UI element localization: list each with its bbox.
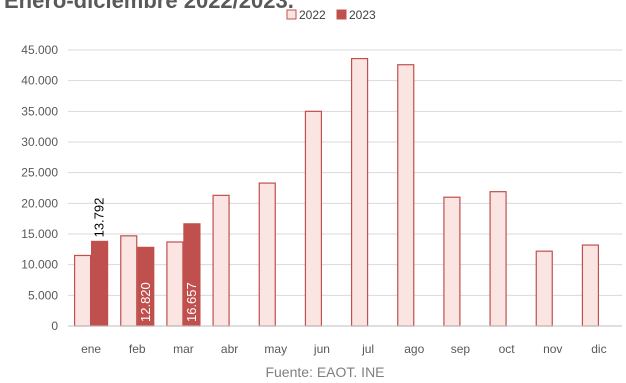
x-tick-label: oct	[499, 342, 516, 356]
y-tick-label: 10.000	[21, 258, 58, 272]
source-note: Fuente: EAOT. INE	[265, 364, 384, 380]
bar-2022-jun	[304, 110, 323, 327]
y-tick-label: 5.000	[28, 288, 58, 302]
x-tick-label: feb	[129, 342, 146, 356]
y-tick-label: 15.000	[21, 227, 58, 241]
bar-2022-ago	[397, 64, 415, 327]
data-label: 13.792	[92, 198, 107, 238]
y-tick-label: 40.000	[21, 74, 58, 88]
bar-2022-mar	[166, 241, 184, 327]
data-labels: 13.792 12.820 16.657	[92, 198, 199, 322]
x-tick-label: ene	[81, 342, 101, 356]
legend-swatch	[336, 9, 347, 20]
legend-swatch	[286, 9, 297, 20]
x-tick-label: dic	[591, 342, 606, 356]
y-tick-label: 35.000	[21, 104, 58, 118]
y-tick-label: 45.000	[21, 43, 58, 57]
legend: 2022 2023	[286, 8, 376, 22]
y-tick-label: 25.000	[21, 166, 58, 180]
bar-2022-ene	[73, 254, 92, 327]
x-tick-label: ago	[404, 342, 424, 356]
x-axis: ene feb mar abr may jun jul ago sep oct nov dic	[68, 325, 622, 356]
legend-label: 2022	[299, 8, 326, 22]
gridlines	[68, 49, 622, 296]
data-label: 12.820	[138, 282, 153, 322]
x-tick-label: jun	[313, 342, 330, 356]
y-axis: 0 5.000 10.000 15.000 20.000 25.000 30.000 35.0…	[21, 43, 58, 333]
x-tick-label: sep	[451, 342, 471, 356]
x-tick-label: nov	[543, 342, 562, 356]
bar-2022-abr	[212, 194, 230, 327]
bar-2022-dic	[581, 244, 600, 327]
legend-label: 2023	[349, 8, 376, 22]
bar-2022-jul	[350, 57, 369, 327]
bar-2022-feb	[120, 235, 138, 327]
bar-2022-sep	[443, 196, 461, 327]
x-tick-label: mar	[173, 342, 194, 356]
chart-title: Enero-diciembre 2022/2023.	[4, 0, 294, 13]
data-label: 16.657	[184, 282, 199, 322]
x-tick-label: may	[264, 342, 287, 356]
bar-2023-ene	[90, 240, 109, 327]
bar-2022-nov	[535, 250, 553, 327]
y-tick-label: 30.000	[21, 135, 58, 149]
x-tick-label: jul	[361, 342, 374, 356]
bar-2022-may	[258, 182, 276, 327]
bars	[73, 57, 600, 327]
bar-2022-oct	[489, 191, 507, 327]
y-tick-label: 0	[51, 319, 58, 333]
x-tick-label: abr	[221, 342, 238, 356]
y-tick-label: 20.000	[21, 196, 58, 210]
